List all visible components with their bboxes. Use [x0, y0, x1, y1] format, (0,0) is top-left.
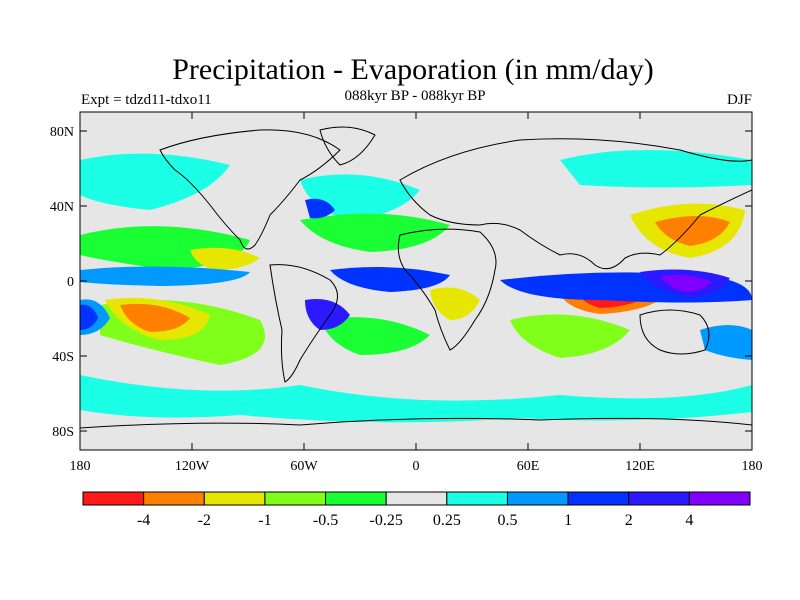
- field-atlantic-itcz: [330, 266, 450, 292]
- colorbar-swatch: [264, 491, 327, 506]
- latitude-axis: 80N 40N 0 40S 80S: [50, 125, 752, 440]
- coastline-africa: [397, 228, 497, 351]
- colorbar-label: 1: [564, 512, 572, 529]
- colorbar-swatch: [325, 491, 387, 506]
- colorbar-label: 0.5: [497, 512, 517, 529]
- lon-tick-label: 60E: [517, 459, 540, 474]
- colorbar-label: 2: [625, 512, 633, 529]
- field-sind-subtropic: [510, 314, 630, 358]
- coastline-australia: [639, 309, 710, 355]
- lon-tick-label: 120E: [625, 459, 655, 474]
- field-swpac-wet: [700, 325, 752, 360]
- lat-tick-label: 0: [67, 275, 74, 290]
- colorbar-swatch: [628, 491, 690, 506]
- map-title: Precipitation - Evaporation (in mm/day): [172, 53, 654, 86]
- colorbar-labels: -4 -2 -1 -0.5 -0.25 0.25 0.5 1 2 4: [137, 512, 693, 529]
- colorbar-swatch: [82, 491, 145, 506]
- field-natl-storm: [305, 198, 335, 219]
- experiment-label: Expt = tdzd11-tdxo11: [81, 92, 212, 108]
- lat-tick-label: 40S: [52, 350, 74, 365]
- colorbar-swatch: [446, 491, 508, 506]
- coastline-south-america: [269, 264, 338, 383]
- colorbar-swatch: [567, 491, 630, 506]
- lat-tick-label: 40N: [50, 200, 74, 215]
- lon-tick-label: 60W: [290, 459, 318, 474]
- coastlines: [80, 126, 752, 429]
- field-spac-wet-core: [80, 304, 98, 330]
- coastline-greenland: [319, 126, 376, 166]
- field-north-asia: [560, 150, 752, 188]
- field-north-pacific: [80, 153, 230, 210]
- coastline-eurasia: [399, 138, 752, 270]
- colorbar-label: -0.5: [313, 512, 338, 529]
- colorbar-label: -2: [198, 512, 211, 529]
- colorbar-label: -0.25: [370, 512, 403, 529]
- map-subtitle: 088kyr BP - 088kyr BP: [344, 88, 486, 104]
- lat-tick-label: 80S: [52, 425, 74, 440]
- field-natl-subtropic: [300, 213, 450, 252]
- colorbar-swatch: [385, 491, 448, 506]
- field-npac-dry-core: [190, 247, 260, 270]
- colorbar-label: 0.25: [433, 512, 461, 529]
- field-wpac-dry-center: [655, 216, 730, 246]
- lon-tick-label: 180: [742, 459, 763, 474]
- field-pacific-itcz: [80, 266, 250, 286]
- colorbar-label: -1: [258, 512, 271, 529]
- field-southern-band: [80, 375, 752, 423]
- map-field: [80, 112, 752, 450]
- colorbar-swatch: [688, 491, 751, 506]
- colorbar-swatch: [506, 491, 569, 506]
- colorbar-swatch: [143, 491, 205, 506]
- field-maritime-center: [660, 274, 712, 292]
- longitude-axis: 180 120W 60W 0 60E 120E 180: [70, 112, 763, 474]
- field-samerica-wet: [305, 299, 350, 330]
- colorbar-swatch: [203, 491, 266, 506]
- field-satl-subtropic: [320, 317, 430, 355]
- lon-tick-label: 120W: [175, 459, 210, 474]
- coastline-antarctica: [80, 417, 752, 429]
- coastline-north-america: [159, 129, 341, 250]
- lat-tick-label: 80N: [50, 125, 74, 140]
- lon-tick-label: 180: [70, 459, 91, 474]
- colorbar: [82, 491, 751, 506]
- colorbar-label: 4: [685, 512, 693, 529]
- colorbar-label: -4: [137, 512, 150, 529]
- lon-tick-label: 0: [413, 459, 420, 474]
- field-africa-dry: [430, 287, 480, 320]
- field-spac-dry-center: [120, 303, 190, 332]
- season-label: DJF: [726, 92, 752, 108]
